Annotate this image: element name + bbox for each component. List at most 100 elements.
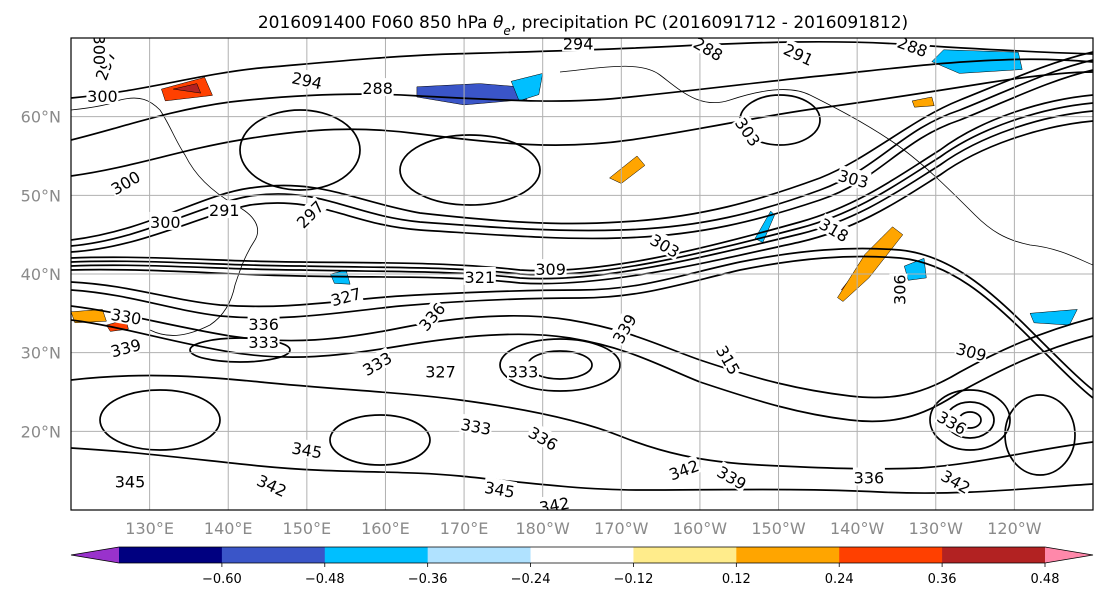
contour-line	[71, 447, 1093, 494]
contour-label-bg	[562, 38, 595, 52]
contour-label-bg	[690, 38, 728, 64]
colorbar-bin	[736, 547, 840, 563]
contour-label-bg	[358, 346, 395, 379]
contour-label-bg	[109, 303, 144, 327]
contour-label-group: 333	[507, 361, 539, 381]
contour-label: 300	[90, 35, 109, 66]
contour-label: 309	[535, 260, 566, 279]
contour-label-bg	[816, 213, 853, 245]
colorbar-tick-label: −0.60	[202, 572, 242, 587]
contour-line	[499, 338, 621, 392]
contour-label-bg	[732, 112, 766, 150]
colorbar-extend-low	[71, 547, 119, 563]
contour-label-bg	[835, 164, 872, 191]
colorbar-tick-label: 0.24	[825, 572, 854, 587]
contour-label-bg	[934, 405, 971, 438]
lon-tick-label: 140°E	[204, 519, 253, 538]
contour-label-group: 306	[889, 273, 909, 306]
contour-label-bg	[327, 282, 364, 309]
lat-tick-label: 40°N	[21, 265, 61, 284]
contour-label-group: 321	[463, 266, 496, 287]
contour-label-group: 339	[714, 460, 751, 494]
lon-tick-label: 130°W	[909, 519, 964, 538]
contour-line	[71, 69, 1093, 253]
contour-label-bg	[647, 228, 684, 261]
contour-label-bg	[149, 211, 182, 230]
contour-label-bg	[114, 471, 146, 490]
contour-line	[71, 120, 1093, 285]
lon-tick-label: 180°W	[516, 519, 571, 538]
contour-line	[99, 389, 221, 451]
contour-label-group: 294	[562, 38, 595, 53]
title-theta: θ	[493, 13, 504, 33]
map-title: 2016091400 F060 850 hPa θe, precipitatio…	[258, 13, 908, 38]
contour-line	[189, 337, 291, 363]
map-frame	[70, 37, 1094, 511]
contour-label-group: 333	[458, 413, 494, 439]
theta-e-contours	[71, 40, 1093, 494]
negative-blob-siberia-halo	[510, 73, 544, 102]
contour-label-bg	[289, 437, 325, 461]
colorbar-tick-label: 0.48	[1031, 572, 1060, 587]
colorbar-bin	[324, 547, 429, 563]
contour-label-group: 333	[247, 332, 280, 352]
contour-line	[71, 58, 1093, 141]
contour-label-group: 336	[247, 314, 280, 334]
title-prefix: 2016091400 F060 850 hPa	[258, 13, 493, 33]
contour-line	[71, 102, 1093, 276]
contour-label-bg	[413, 297, 449, 335]
colorbar-outline	[70, 546, 1094, 564]
lon-tick-label: 150°E	[283, 519, 332, 538]
contour-label-bg	[953, 337, 990, 364]
precipitation-shading	[71, 49, 1078, 332]
contour-label-bg	[291, 195, 328, 232]
contour-label-group: 300	[86, 86, 119, 106]
colorbar-extend-high	[1045, 547, 1093, 563]
contour-label: 342	[538, 494, 571, 518]
contour-label-bg	[714, 460, 751, 493]
contour-line	[329, 414, 431, 466]
contour-line	[71, 59, 1093, 247]
colorbar: −0.60 −0.48 −0.36 −0.24 −0.12 0.12 0.24 0.36 0.4…	[70, 546, 1094, 587]
lon-tick-label: 170°E	[440, 519, 489, 538]
contour-label-group: 345	[114, 471, 146, 492]
contour-line	[71, 110, 1093, 280]
contour-line	[71, 374, 1093, 470]
lat-tick-label: 20°N	[21, 422, 61, 441]
lon-tick-label: 160°W	[673, 519, 728, 538]
contour-label-group: 300	[90, 35, 110, 66]
colorbar-tick-label: −0.24	[511, 572, 551, 587]
contour-label-bg	[289, 67, 325, 92]
contour-line	[71, 255, 1093, 399]
lon-tick-label: 140°W	[830, 519, 885, 538]
contour-label-bg	[780, 38, 818, 69]
contour-label: 333	[508, 362, 539, 381]
contour-label-bg	[463, 266, 496, 285]
contour-label-bg	[889, 273, 908, 306]
colorbar-tick-label: −0.48	[305, 572, 345, 587]
contour-line	[929, 389, 1011, 451]
negative-streak-north-pacific	[754, 210, 775, 243]
colorbar-bin	[530, 547, 634, 563]
contour-label: 336	[854, 469, 885, 488]
contour-label: 300	[87, 87, 118, 106]
contour-label-bg	[247, 332, 280, 351]
positive-band-gulf-alaska-halo	[837, 226, 904, 302]
lon-tick-label: 150°W	[751, 519, 806, 538]
colorbar-tick-label: 0.36	[928, 572, 957, 587]
contour-label: 336	[248, 315, 279, 334]
contour-label-group: 309	[534, 259, 567, 279]
contour-label-bg	[852, 467, 885, 486]
contour-label-bg	[665, 454, 702, 483]
contour-label-group: 288	[361, 78, 394, 98]
colorbar-tick-label: 0.12	[722, 572, 751, 587]
contour-label: 288	[362, 79, 393, 98]
contour-label-bg	[713, 341, 745, 378]
lat-tick-label: 30°N	[21, 344, 61, 363]
lat-tick-label: 60°N	[21, 108, 61, 127]
positive-blob-gulf-east	[911, 96, 935, 108]
contour-label-bg	[938, 464, 975, 497]
contour-line	[71, 247, 1093, 391]
colorbar-tick-label: −0.12	[614, 572, 654, 587]
positive-blob-aleutian	[609, 155, 646, 184]
